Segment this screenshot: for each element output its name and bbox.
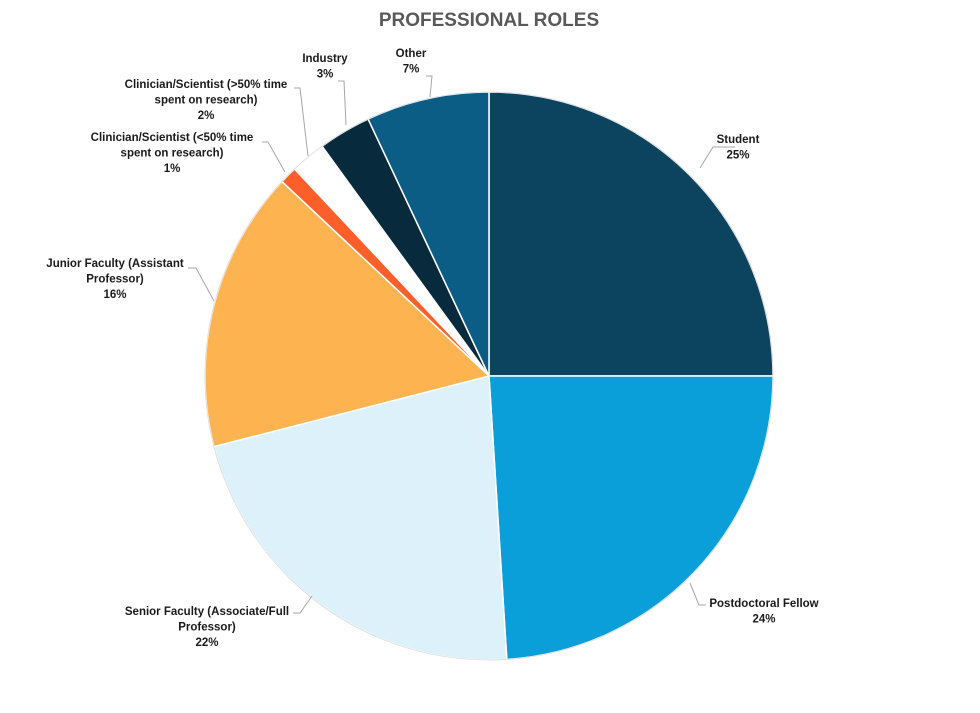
slice-value-label: 25%: [726, 150, 749, 162]
slice-label-2: Postdoctoral Fellow 24%: [709, 598, 818, 626]
slice-category-label: Student: [717, 134, 760, 146]
slice-category-label: spent on research): [121, 148, 224, 160]
leader-line-3: [293, 595, 313, 614]
pie-slice-2: [488, 375, 774, 661]
leader-line-2: [689, 582, 706, 606]
slice-value-label: 1%: [164, 163, 181, 175]
slice-category-label: Clinician/Scientist (<50% time: [91, 132, 254, 144]
slice-category-label: Professor): [86, 274, 144, 286]
leader-line-8: [426, 75, 433, 98]
leader-line-6: [294, 87, 309, 157]
slice-value-label: 7%: [403, 64, 420, 76]
slice-value-label: 24%: [752, 614, 775, 626]
slice-label-6: Clinician/Scientist (>50% time spent on r…: [125, 79, 288, 122]
leader-line-1: [699, 146, 735, 169]
slice-label-4: Junior Faculty (Assistant Professor) 16%: [46, 258, 184, 301]
slice-label-8: Other 7%: [396, 48, 427, 76]
slice-category-label: Junior Faculty (Assistant: [46, 258, 184, 270]
slice-label-3: Senior Faculty (Associate/Full Professor)…: [125, 606, 289, 649]
leader-line-4: [188, 267, 215, 302]
slice-value-label: 2%: [198, 110, 215, 122]
slice-value-label: 16%: [103, 289, 126, 301]
slice-category-label: Senior Faculty (Associate/Full: [125, 606, 289, 618]
slice-label-5: Clinician/Scientist (<50% time spent on r…: [91, 132, 254, 175]
slice-category-label: Industry: [302, 53, 348, 65]
slice-label-7: Industry 3%: [302, 53, 348, 81]
chart-title: PROFESSIONAL ROLES: [379, 10, 599, 31]
slice-category-label: Clinician/Scientist (>50% time: [125, 79, 288, 91]
slice-category-label: Other: [396, 48, 427, 60]
leader-line-5: [262, 141, 286, 173]
slice-category-label: Professor): [178, 622, 236, 634]
slice-category-label: spent on research): [155, 95, 258, 107]
leader-line-7: [338, 80, 347, 126]
pie-outline: [204, 91, 774, 661]
slice-label-1: Student 25%: [717, 134, 760, 162]
slice-value-label: 22%: [195, 637, 218, 649]
slice-category-label: Postdoctoral Fellow: [709, 598, 818, 610]
slice-value-label: 3%: [317, 69, 334, 81]
